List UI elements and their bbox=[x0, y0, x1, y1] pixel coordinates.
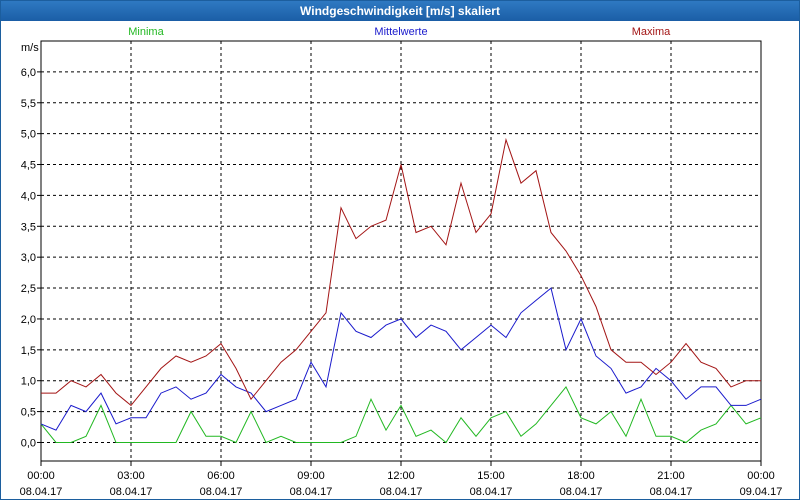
x-tick-date: 09.04.17 bbox=[740, 486, 783, 498]
x-tick-date: 08.04.17 bbox=[650, 486, 693, 498]
y-tick-label: 4,5 bbox=[21, 160, 36, 172]
y-tick-label: 4,0 bbox=[21, 190, 36, 202]
series-lines bbox=[40, 137, 762, 444]
series-line-mittelwerte bbox=[40, 287, 762, 431]
x-tick-date: 08.04.17 bbox=[470, 486, 513, 498]
axes: 0,0 0,5 1,0 1,5 2,0 2,5 3,0 3,5 4,0 4,5 5,0 5,5 6,0 0… bbox=[20, 40, 783, 498]
x-tick-date: 08.04.17 bbox=[20, 486, 63, 498]
window-title: Windgeschwindigkeit [m/s] skaliert bbox=[1, 1, 799, 21]
y-tick-label: 1,0 bbox=[21, 376, 36, 388]
y-tick-label: 5,5 bbox=[21, 98, 36, 110]
x-tick-date: 08.04.17 bbox=[110, 486, 153, 498]
series-line-maxima bbox=[41, 137, 761, 407]
legend-maxima: Maxima bbox=[632, 26, 671, 38]
y-tick-label: 2,5 bbox=[21, 283, 36, 295]
y-tick-label: 2,0 bbox=[21, 314, 36, 326]
x-tick-date: 08.04.17 bbox=[200, 486, 243, 498]
x-tick-time: 03:00 bbox=[117, 470, 145, 482]
y-tick-label: 1,5 bbox=[21, 345, 36, 357]
x-tick-time: 18:00 bbox=[567, 470, 595, 482]
x-tick-time: 06:00 bbox=[207, 470, 235, 482]
legend-minima: Minima bbox=[128, 26, 164, 38]
x-tick-date: 08.04.17 bbox=[380, 486, 423, 498]
legend-mittelwerte: Mittelwerte bbox=[374, 26, 427, 38]
x-tick-date: 08.04.17 bbox=[290, 486, 333, 498]
y-tick-label: 6,0 bbox=[21, 67, 36, 79]
y-tick-label: 0,5 bbox=[21, 407, 36, 419]
x-tick-date: 08.04.17 bbox=[560, 486, 603, 498]
legend: Minima Mittelwerte Maxima bbox=[128, 26, 671, 38]
x-tick-time: 09:00 bbox=[297, 470, 325, 482]
y-tick-label: 3,5 bbox=[21, 221, 36, 233]
chart-svg: m/s 0,0 0,5 1,0 1,5 2,0 2,5 3,0 3,5 4,0 4,5 5,0 5,5… bbox=[20, 26, 783, 498]
y-tick-label: 5,0 bbox=[21, 129, 36, 141]
y-tick-label: 3,0 bbox=[21, 252, 36, 264]
x-tick-time: 15:00 bbox=[477, 470, 505, 482]
x-tick-time: 21:00 bbox=[657, 470, 685, 482]
grid bbox=[41, 41, 761, 461]
x-tick-time: 00:00 bbox=[27, 470, 55, 482]
series-line-minima bbox=[40, 385, 762, 444]
y-axis-label: m/s bbox=[21, 42, 39, 54]
x-tick-time: 00:00 bbox=[747, 470, 775, 482]
y-tick-label: 0,0 bbox=[21, 437, 36, 449]
x-tick-time: 12:00 bbox=[387, 470, 415, 482]
